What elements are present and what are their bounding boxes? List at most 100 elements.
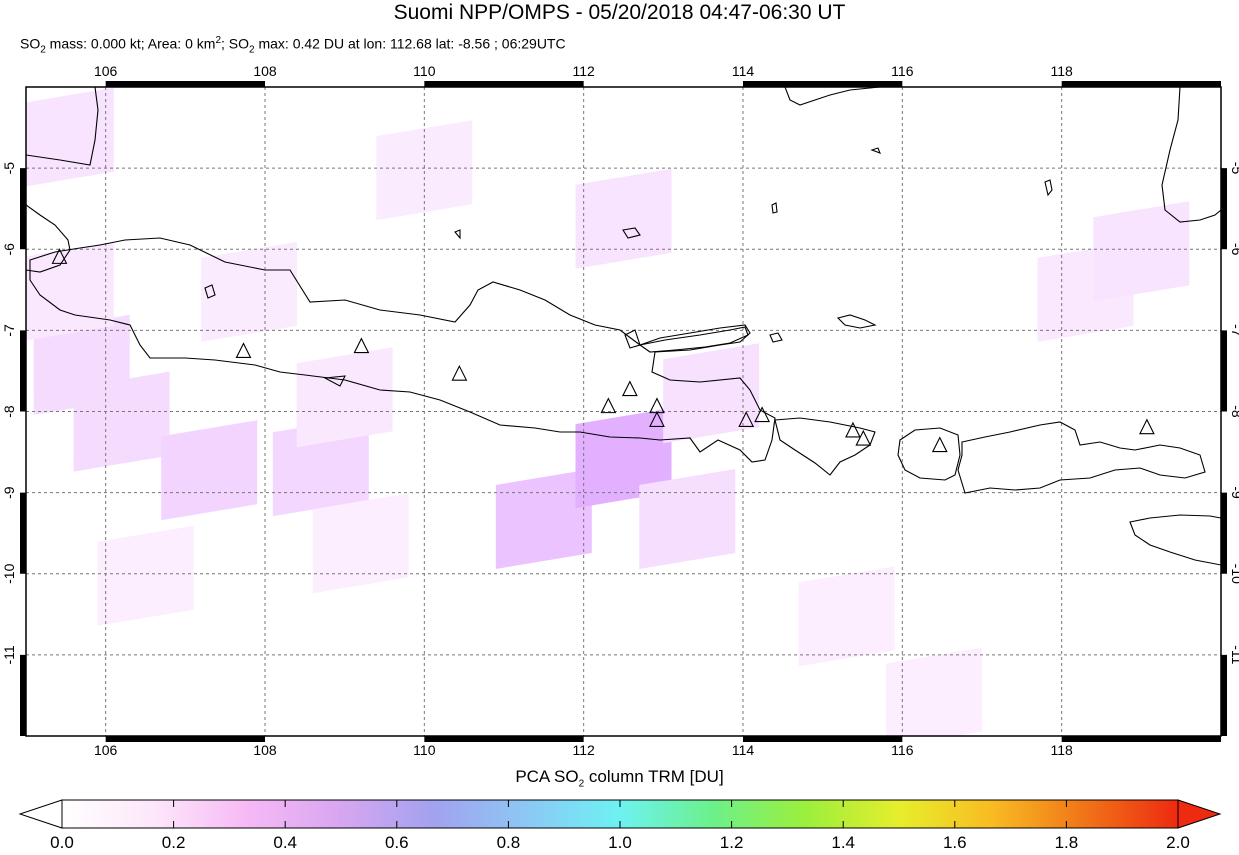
- colorbar-label: 1.4: [831, 833, 855, 852]
- longitude-label: 106: [94, 742, 118, 758]
- longitude-label: 108: [253, 742, 277, 758]
- so2-cell: [312, 493, 409, 594]
- karimunjawa-islands: [204, 227, 641, 299]
- frame-bar: [1221, 330, 1227, 412]
- frame-bar: [743, 81, 903, 87]
- kalimantan-coastline: [784, 87, 881, 106]
- so2-cell: [97, 525, 194, 626]
- latitude-label: -11: [1, 645, 17, 664]
- colorbar-low-arrow: [18, 799, 63, 829]
- so2-cell: [26, 87, 114, 187]
- frame-bar: [424, 81, 584, 87]
- volcano-markers: [51, 248, 1155, 453]
- volcano-triangle-icon: [845, 421, 861, 438]
- so2-cell-layer: [26, 87, 1190, 736]
- volcano-triangle-icon: [451, 364, 468, 381]
- colorbar-label: 0.8: [496, 833, 521, 852]
- frame-bar: [1221, 654, 1227, 736]
- latitude-label: -6: [1, 243, 17, 256]
- frame-bar: [20, 168, 26, 250]
- colorbar-label: 1.6: [942, 833, 967, 852]
- sulawesi-coastline: [1161, 87, 1221, 223]
- so2-cell: [376, 120, 473, 221]
- frame-bar: [1221, 492, 1227, 574]
- colorbar-ticks: [173, 800, 1067, 828]
- java-coastline: [29, 237, 776, 463]
- volcano-triangle-icon: [738, 411, 755, 427]
- longitude-label: 112: [573, 742, 596, 758]
- colorbar: [18, 799, 1222, 829]
- longitude-labels-top: 106 108 110 112 114 116 118: [94, 63, 1073, 79]
- latitude-labels-left: -5 -6 -7 -8 -9 -10 -11: [1, 162, 17, 665]
- longitude-label: 118: [1051, 742, 1074, 758]
- longitude-label: 112: [573, 63, 596, 79]
- latitude-label: -8: [1229, 405, 1239, 418]
- lombok-coastline: [897, 427, 961, 481]
- sumbawa-coastline: [957, 421, 1206, 494]
- latitude-label: -11: [1229, 645, 1239, 664]
- so2-cell: [575, 408, 672, 509]
- longitude-label: 108: [253, 63, 277, 79]
- small-islets: [323, 147, 1053, 387]
- frame-tick-bars: [20, 81, 1227, 742]
- colorbar-label: 2.0: [1166, 833, 1190, 852]
- longitude-label: 114: [732, 742, 755, 758]
- frame-bar: [424, 736, 584, 742]
- colorbar-title-prefix: PCA SO: [515, 767, 579, 786]
- kangean-islands: [769, 314, 877, 343]
- so2-cell: [1093, 201, 1190, 302]
- volcano-triangle-icon: [649, 411, 665, 427]
- colorbar-label: 1.2: [719, 833, 744, 852]
- so2-cell: [161, 420, 258, 521]
- colorbar-title-suffix: column TRM [DU]: [584, 767, 724, 786]
- frame-bar: [105, 736, 266, 742]
- so2-cell: [201, 241, 298, 342]
- longitude-label: 118: [1051, 63, 1074, 79]
- volcano-triangle-icon: [754, 406, 771, 423]
- so2-cell: [296, 347, 393, 448]
- latitude-label: -8: [1, 405, 17, 418]
- frame-bar: [1061, 736, 1221, 742]
- longitude-label: 116: [891, 63, 914, 79]
- latitude-label: -5: [1, 162, 17, 175]
- colorbar-label: 1.8: [1054, 833, 1079, 852]
- so2-cell: [886, 647, 983, 736]
- so2-subscript: 2: [40, 44, 46, 56]
- sumba-coastline: [1129, 514, 1221, 566]
- so2-cell: [798, 566, 895, 667]
- so2-cell: [663, 343, 760, 444]
- latitude-label: -10: [1, 563, 17, 583]
- frame-bar: [105, 81, 266, 87]
- colorbar-high-arrow: [1177, 799, 1222, 829]
- so2-subscript: 2: [578, 778, 585, 790]
- so2-cell: [575, 168, 672, 269]
- volcano-triangle-icon: [1139, 418, 1155, 435]
- colorbar-label: 0.2: [161, 833, 186, 852]
- so2-statistics-line: SO2 mass: 0.000 kt; Area: 0 km2; SO2 max…: [20, 35, 566, 55]
- colorbar-label: 1.0: [608, 833, 632, 852]
- coastlines: [26, 87, 1221, 566]
- frame-bar: [20, 492, 26, 574]
- map-title: Suomi NPP/OMPS - 05/20/2018 04:47-06:30 …: [393, 1, 846, 24]
- latitude-label: -9: [1, 486, 17, 499]
- latitude-label: -7: [1, 324, 17, 337]
- latitude-label: -6: [1229, 243, 1239, 256]
- frame-bar: [1221, 168, 1227, 250]
- volcano-triangle-icon: [353, 337, 370, 354]
- colorbar-label: 0.6: [384, 833, 409, 852]
- colorbar-label: 0.0: [50, 833, 74, 852]
- volcano-triangle-icon: [855, 429, 872, 446]
- graticule: [26, 87, 1221, 736]
- so2-max-label: ; SO: [221, 35, 250, 52]
- so2-subscript: 2: [249, 44, 255, 56]
- frame-bar: [1061, 81, 1221, 87]
- frame-bar: [743, 736, 903, 742]
- volcano-triangle-icon: [235, 342, 252, 359]
- longitude-label: 110: [413, 742, 436, 758]
- so2-cell: [495, 468, 592, 569]
- madura-coastline: [638, 326, 749, 353]
- so2-mass-label: SO: [20, 35, 41, 52]
- latitude-label: -5: [1229, 162, 1239, 175]
- so2-max-text: max: 0.42 DU at lon: 112.68 lat: -8.56 ;…: [254, 35, 566, 52]
- frame-bar: [20, 330, 26, 412]
